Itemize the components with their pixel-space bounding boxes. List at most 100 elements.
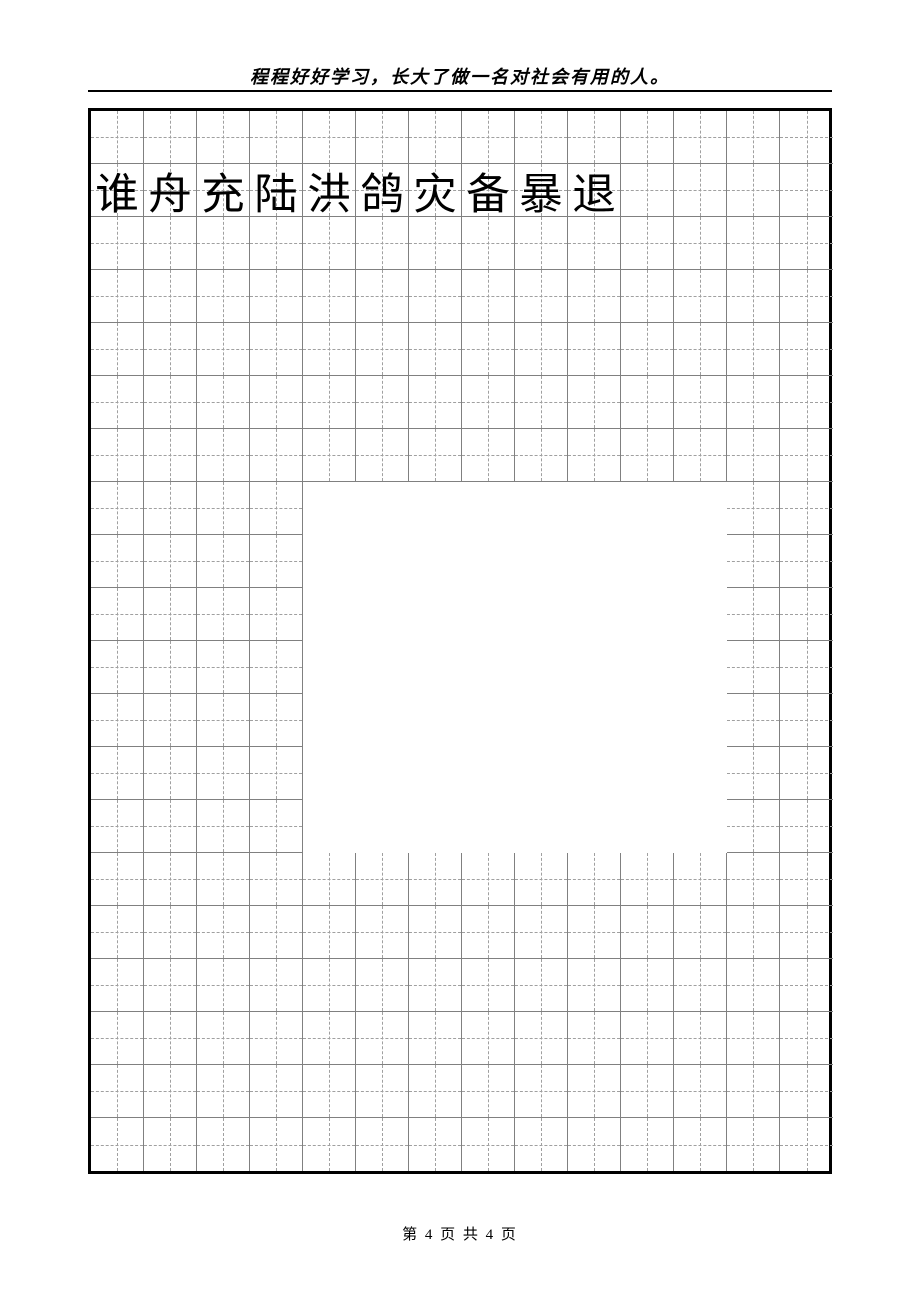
grid-cell	[197, 217, 250, 270]
grid-cell	[144, 217, 197, 270]
grid-cell	[462, 694, 515, 747]
grid-cell	[250, 111, 303, 164]
grid-cell	[568, 482, 621, 535]
grid-cell	[462, 429, 515, 482]
grid-cell	[250, 1065, 303, 1118]
grid-cell	[250, 694, 303, 747]
grid-cell	[144, 1118, 197, 1171]
header-motto: 程程好好学习，长大了做一名对社会有用的人。	[0, 63, 920, 89]
grid-cell	[409, 111, 462, 164]
grid-cell	[303, 641, 356, 694]
grid-cell	[515, 906, 568, 959]
grid-cell	[462, 747, 515, 800]
practice-character: 陆	[250, 164, 302, 216]
grid-cell	[568, 641, 621, 694]
grid-cell	[409, 323, 462, 376]
grid-cell	[515, 270, 568, 323]
grid-cell	[144, 1012, 197, 1065]
grid-cell	[727, 270, 780, 323]
grid-cell	[303, 588, 356, 641]
grid-cell	[780, 1065, 833, 1118]
grid-cell	[91, 694, 144, 747]
grid-cell	[91, 588, 144, 641]
grid-cell	[674, 1118, 727, 1171]
grid-cell	[197, 429, 250, 482]
grid-cell	[197, 376, 250, 429]
grid-cell	[409, 1065, 462, 1118]
grid-cell	[356, 906, 409, 959]
grid-cell	[144, 906, 197, 959]
header-underline	[88, 90, 832, 92]
grid-cell	[515, 217, 568, 270]
grid-cell	[568, 747, 621, 800]
grid-cell	[621, 535, 674, 588]
grid-cell	[197, 694, 250, 747]
grid-cell	[674, 111, 727, 164]
grid-cell	[621, 323, 674, 376]
grid-cell	[356, 111, 409, 164]
grid-cell	[727, 535, 780, 588]
grid-cell	[727, 217, 780, 270]
grid-cell	[409, 1012, 462, 1065]
practice-character: 退	[568, 164, 620, 216]
grid-cell	[780, 429, 833, 482]
grid-cell	[250, 323, 303, 376]
grid-cell	[303, 217, 356, 270]
grid-cell	[515, 1012, 568, 1065]
practice-character: 谁	[91, 164, 143, 216]
grid-cell	[303, 429, 356, 482]
grid-cell	[515, 959, 568, 1012]
grid-cell	[409, 800, 462, 853]
grid-cell	[144, 853, 197, 906]
grid-cell	[91, 906, 144, 959]
grid-cell	[91, 111, 144, 164]
grid-cell	[621, 641, 674, 694]
grid-cell	[780, 853, 833, 906]
grid-cell	[568, 959, 621, 1012]
grid-cell	[144, 641, 197, 694]
grid-cell	[409, 429, 462, 482]
grid-cell	[674, 853, 727, 906]
grid-cell	[568, 535, 621, 588]
grid-cell	[462, 376, 515, 429]
grid-cell	[515, 1065, 568, 1118]
grid-cell	[409, 1118, 462, 1171]
grid-cell	[621, 111, 674, 164]
grid-cell	[356, 376, 409, 429]
grid-cell	[568, 694, 621, 747]
grid-cell	[303, 270, 356, 323]
grid-cell	[568, 1118, 621, 1171]
grid-cell	[727, 482, 780, 535]
grid-cell	[303, 1065, 356, 1118]
grid-cell: 备	[462, 164, 515, 217]
grid-cell	[674, 429, 727, 482]
grid-cell	[250, 800, 303, 853]
grid-cell	[303, 482, 356, 535]
grid-cell	[780, 641, 833, 694]
grid-cell	[303, 959, 356, 1012]
grid-cell	[462, 482, 515, 535]
grid-cell	[780, 694, 833, 747]
grid-cell	[515, 588, 568, 641]
grid-cell	[356, 1118, 409, 1171]
grid-cell	[674, 641, 727, 694]
grid-cell	[409, 853, 462, 906]
grid-cell	[727, 800, 780, 853]
grid-cell	[144, 694, 197, 747]
grid-cell	[409, 535, 462, 588]
grid-cell	[780, 747, 833, 800]
grid-cell	[515, 111, 568, 164]
grid-cell	[674, 323, 727, 376]
grid-cell	[144, 111, 197, 164]
grid-cell	[780, 376, 833, 429]
grid-cell	[674, 270, 727, 323]
grid-cell	[621, 376, 674, 429]
grid-cell	[409, 959, 462, 1012]
grid-cell	[197, 323, 250, 376]
grid-cell	[568, 853, 621, 906]
grid-cell	[356, 535, 409, 588]
grid-cell	[674, 800, 727, 853]
grid-cell	[780, 270, 833, 323]
grid-cell	[91, 747, 144, 800]
grid-cell	[727, 641, 780, 694]
